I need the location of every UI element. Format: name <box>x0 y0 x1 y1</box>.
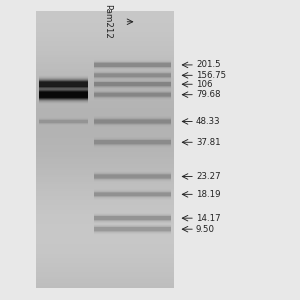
Text: 201.5: 201.5 <box>196 60 220 69</box>
Text: Pam212: Pam212 <box>103 4 112 39</box>
Text: 79.68: 79.68 <box>196 90 220 99</box>
Text: 37.81: 37.81 <box>196 138 220 147</box>
Text: 23.27: 23.27 <box>196 172 220 181</box>
Text: 48.33: 48.33 <box>196 117 220 126</box>
Text: 9.50: 9.50 <box>196 225 215 234</box>
Text: 18.19: 18.19 <box>196 190 220 199</box>
Text: 14.17: 14.17 <box>196 214 220 223</box>
Text: 156.75: 156.75 <box>196 71 226 80</box>
Text: 106: 106 <box>196 80 212 89</box>
